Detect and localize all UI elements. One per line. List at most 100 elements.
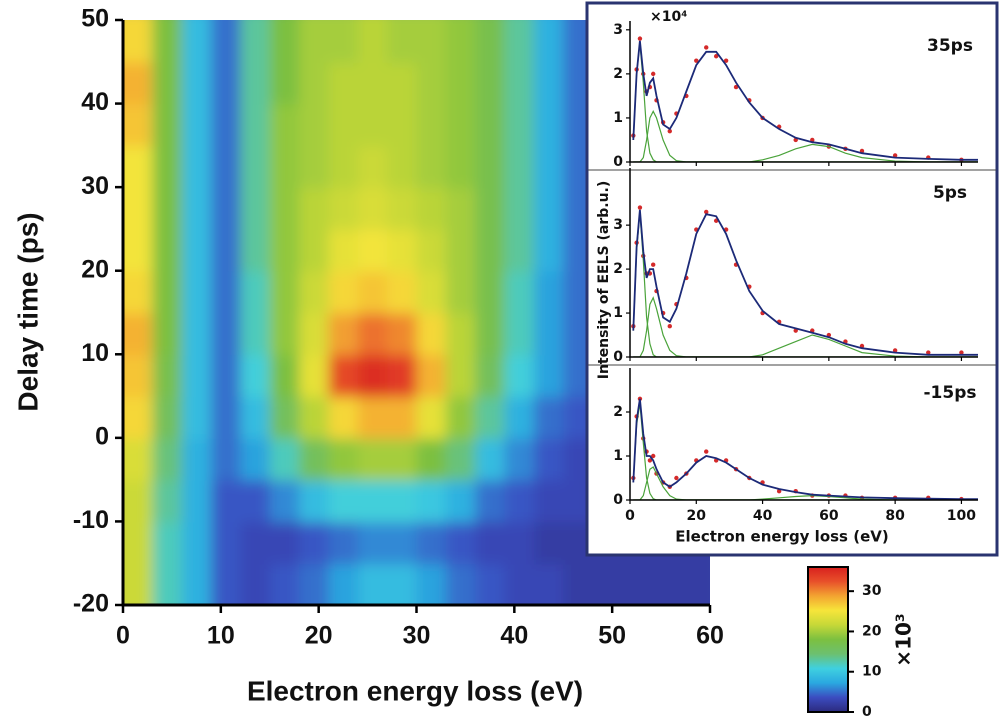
y-tick-label: 50	[81, 5, 109, 33]
data-point	[713, 54, 719, 59]
heatmap-cell	[445, 521, 477, 565]
heatmap-cell	[533, 187, 565, 230]
heatmap-cell	[240, 521, 271, 565]
heatmap-cell	[533, 312, 565, 356]
heatmap-cell	[152, 103, 183, 147]
heatmap-cell	[445, 563, 477, 605]
heatmap-cell	[240, 312, 271, 356]
heatmap-cell	[416, 270, 447, 314]
heatmap-cell	[152, 437, 183, 481]
heatmap-cell	[387, 563, 418, 605]
heatmap-cell	[269, 228, 301, 272]
heatmap-cell	[299, 103, 330, 147]
panel-annotation: -15ps	[923, 383, 976, 403]
heatmap-cell	[357, 521, 389, 565]
heatmap-cell	[416, 563, 447, 605]
heatmap-cell	[211, 20, 242, 63]
heatmap-cell	[181, 61, 213, 105]
heatmap-cell	[357, 354, 389, 398]
heatmap-cell	[299, 437, 330, 481]
heatmap-cell	[123, 354, 154, 398]
heatmap-cell	[475, 270, 506, 314]
heatmap-cell	[211, 563, 242, 605]
heatmap-cell	[269, 61, 301, 105]
heatmap-cell	[240, 61, 271, 105]
heatmap-cell	[152, 61, 183, 105]
heatmap-cell	[299, 145, 330, 189]
x-tick-label: 20	[305, 622, 333, 650]
heatmap-cell	[123, 437, 154, 481]
heatmap-cell	[533, 20, 565, 63]
heatmap-cell	[181, 187, 213, 230]
heatmap-cell	[211, 61, 242, 105]
heatmap-cell	[475, 354, 506, 398]
heatmap-cell	[445, 270, 477, 314]
colorbar-tick-label: 0	[862, 704, 872, 719]
heatmap-cell	[211, 396, 242, 439]
heatmap-cell	[328, 396, 359, 439]
y-tick-label: 3	[613, 217, 623, 233]
heatmap-cell	[416, 312, 447, 356]
heatmap-cell	[387, 187, 418, 230]
heatmap-cell	[240, 437, 271, 481]
heatmap-cell	[445, 20, 477, 63]
heatmap-cell	[211, 270, 242, 314]
heatmap-cell	[387, 479, 418, 523]
heatmap-cell	[181, 312, 213, 356]
heatmap-cell	[328, 145, 359, 189]
heatmap-cell	[416, 228, 447, 272]
inset-plot	[631, 396, 978, 500]
heatmap-cell	[328, 312, 359, 356]
heatmap-cell	[680, 563, 710, 605]
heatmap-cell	[152, 20, 183, 63]
heatmap-cell	[533, 61, 565, 105]
x-axis-label: Electron energy loss (eV)	[247, 675, 583, 706]
heatmap-cell	[592, 563, 623, 605]
heatmap-cell	[445, 437, 477, 481]
heatmap-cell	[533, 270, 565, 314]
heatmap-cell	[357, 145, 389, 189]
x-tick-label: 80	[885, 508, 905, 524]
heatmap-cell	[416, 103, 447, 147]
heatmap-cell	[152, 312, 183, 356]
heatmap-cell	[475, 521, 506, 565]
heatmap-cell	[328, 228, 359, 272]
heatmap-cell	[475, 479, 506, 523]
heatmap-cell	[445, 354, 477, 398]
heatmap-cell	[269, 479, 301, 523]
heatmap-cell	[387, 437, 418, 481]
heatmap-cell	[181, 20, 213, 63]
heatmap-cell	[269, 354, 301, 398]
heatmap-cell	[445, 479, 477, 523]
heatmap-cell	[357, 20, 389, 63]
heatmap-cell	[269, 521, 301, 565]
heatmap-cell	[387, 396, 418, 439]
heatmap-cell	[152, 396, 183, 439]
heatmap-cell	[328, 61, 359, 105]
heatmap-cell	[123, 20, 154, 63]
heatmap-cell	[533, 103, 565, 147]
fit-line	[632, 209, 978, 356]
heatmap-cell	[504, 270, 535, 314]
heatmap-cell	[387, 20, 418, 63]
heatmap-cell	[563, 563, 594, 605]
data-point	[651, 262, 656, 267]
fit-line	[632, 42, 978, 162]
heatmap-cell	[504, 563, 535, 605]
heatmap-cell	[211, 228, 242, 272]
heatmap-cell	[475, 61, 506, 105]
heatmap-cell	[504, 228, 535, 272]
heatmap-cell	[211, 312, 242, 356]
heatmap-cell	[533, 354, 565, 398]
heatmap-cell	[416, 521, 447, 565]
heatmap-cell	[475, 103, 506, 147]
heatmap-cell	[475, 396, 506, 439]
heatmap-cell	[152, 521, 183, 565]
fit-line	[633, 296, 978, 357]
heatmap-cell	[299, 396, 330, 439]
heatmap-cell	[328, 270, 359, 314]
heatmap-cell	[123, 145, 154, 189]
heatmap-cell	[240, 354, 271, 398]
fit-line	[632, 403, 978, 500]
